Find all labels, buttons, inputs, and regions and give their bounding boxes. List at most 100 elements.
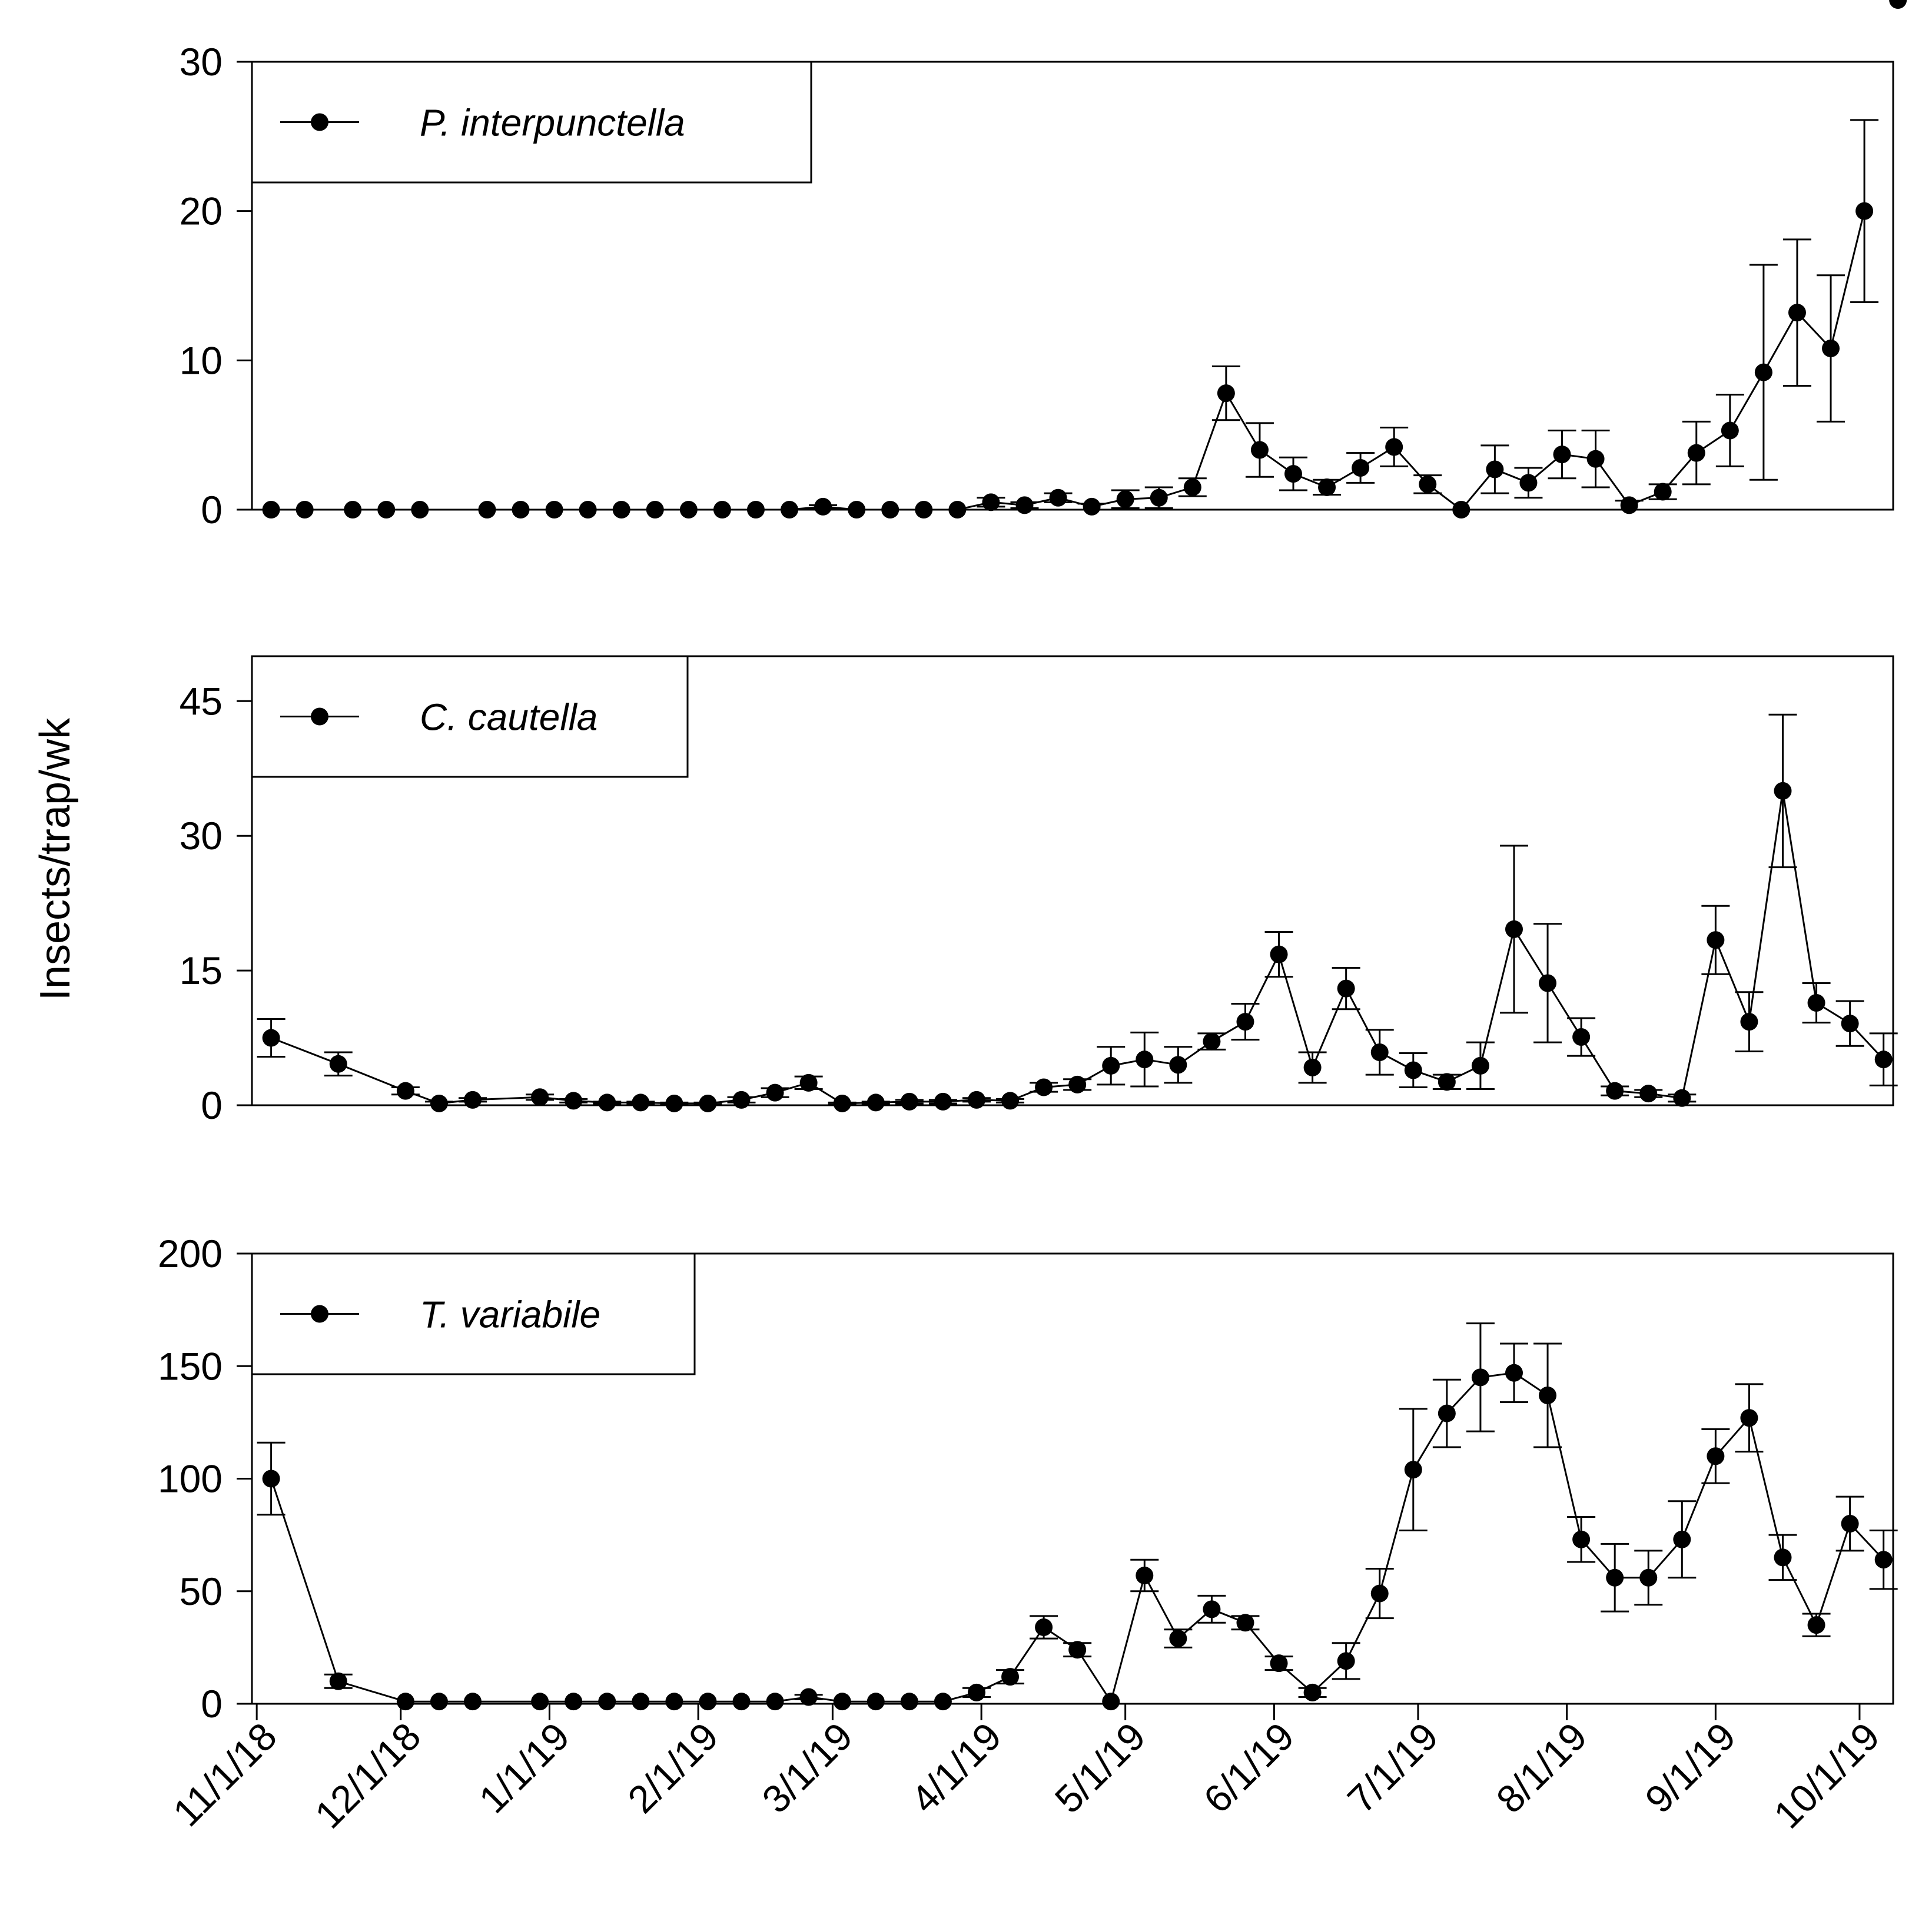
x-tick-label: 2/1/19 xyxy=(619,1714,726,1821)
data-point xyxy=(1721,421,1739,440)
data-point xyxy=(1687,444,1705,462)
data-point xyxy=(799,1688,818,1706)
data-point xyxy=(463,1693,482,1711)
data-point xyxy=(967,1091,985,1109)
data-point xyxy=(1606,1082,1624,1100)
legend-marker xyxy=(311,113,328,131)
data-point xyxy=(1822,340,1840,358)
data-point xyxy=(1035,1618,1053,1636)
data-point xyxy=(1236,1013,1254,1031)
data-point xyxy=(1035,1078,1053,1096)
data-point xyxy=(1150,488,1168,507)
data-point xyxy=(833,1094,851,1112)
data-point xyxy=(463,1091,482,1109)
data-point xyxy=(1553,446,1571,464)
data-point xyxy=(262,1470,280,1488)
data-point xyxy=(565,1092,583,1110)
y-tick-label: 30 xyxy=(180,814,223,857)
data-point xyxy=(1404,1461,1422,1479)
data-point xyxy=(900,1092,918,1111)
data-point xyxy=(867,1093,885,1112)
data-point xyxy=(766,1693,784,1711)
data-point xyxy=(1774,1548,1792,1567)
data-point xyxy=(1068,1641,1087,1659)
data-point xyxy=(1572,1028,1591,1046)
data-point xyxy=(1673,1530,1691,1548)
data-point xyxy=(1352,458,1370,477)
data-point xyxy=(1620,496,1638,514)
data-point xyxy=(699,1094,717,1112)
legend: T. variabile xyxy=(251,1252,696,1375)
data-point xyxy=(1606,1568,1624,1587)
panels: 0 10 20 30 P. interpunctella 0 15 30 45 C. cautel… xyxy=(158,0,1907,1726)
data-point xyxy=(900,1693,918,1711)
data-point xyxy=(646,501,664,518)
data-point xyxy=(329,1055,347,1073)
data-point xyxy=(1788,304,1806,322)
data-point xyxy=(296,501,314,518)
x-tick-label: 3/1/19 xyxy=(753,1714,861,1821)
data-point xyxy=(1001,1668,1020,1686)
x-tick-label: 8/1/19 xyxy=(1488,1714,1595,1821)
data-point xyxy=(430,1094,448,1112)
data-point xyxy=(1471,1368,1489,1387)
data-point xyxy=(430,1693,448,1711)
data-point xyxy=(632,1693,650,1711)
data-point xyxy=(598,1093,616,1112)
legend-label: T. variabile xyxy=(420,1294,600,1336)
plot-frame xyxy=(251,61,1894,511)
data-point xyxy=(1572,1530,1591,1548)
data-point xyxy=(665,1094,683,1112)
data-point xyxy=(833,1693,851,1711)
x-axis-labels: 11/1/18 12/1/18 1/1/19 2/1/19 3/1/19 4/1/19 5/… xyxy=(164,1714,1887,1837)
data-point xyxy=(1169,1630,1187,1648)
data-point xyxy=(1337,979,1355,998)
legend-label: C. cautella xyxy=(420,696,597,739)
data-point xyxy=(411,501,429,518)
data-point xyxy=(1419,475,1437,493)
data-point xyxy=(545,501,563,518)
data-point xyxy=(1001,1092,1020,1110)
data-point xyxy=(1284,465,1302,483)
data-point xyxy=(1015,496,1034,514)
data-point xyxy=(1318,478,1336,496)
data-point xyxy=(1303,1683,1322,1701)
data-point xyxy=(565,1693,583,1711)
data-point xyxy=(1337,1652,1355,1670)
data-point xyxy=(1505,920,1523,938)
y-tick-label: 50 xyxy=(180,1570,223,1613)
data-point xyxy=(881,501,899,518)
y-tick-label: 0 xyxy=(201,1682,223,1726)
data-point xyxy=(1673,1089,1691,1107)
data-point xyxy=(982,493,1000,511)
x-tick-label: 5/1/19 xyxy=(1046,1714,1153,1821)
data-point xyxy=(1136,1051,1154,1069)
data-point xyxy=(1754,363,1772,381)
data-point xyxy=(799,1073,818,1092)
data-point xyxy=(262,501,280,518)
data-point xyxy=(1486,460,1504,478)
x-tick-label: 9/1/19 xyxy=(1636,1714,1744,1821)
legend-label: P. interpunctella xyxy=(420,102,685,144)
data-point xyxy=(1303,1058,1322,1076)
y-tick-label: 150 xyxy=(158,1344,223,1388)
data-point xyxy=(329,1672,347,1690)
series-line xyxy=(271,790,1884,1105)
data-point xyxy=(679,501,698,518)
x-tick-label: 11/1/18 xyxy=(164,1714,285,1835)
data-point xyxy=(1505,1364,1523,1382)
data-point xyxy=(1203,1600,1221,1618)
data-point xyxy=(1874,1051,1893,1069)
data-point xyxy=(1519,474,1538,492)
data-point xyxy=(1049,488,1067,507)
data-point xyxy=(1807,994,1825,1012)
data-point xyxy=(1855,202,1874,220)
data-point xyxy=(934,1693,952,1711)
data-point xyxy=(732,1693,751,1711)
data-point xyxy=(1586,450,1605,468)
data-point xyxy=(867,1693,885,1711)
data-point xyxy=(1639,1085,1658,1103)
y-tick-label: 10 xyxy=(180,338,223,382)
y-tick-label: 15 xyxy=(180,949,223,992)
data-point xyxy=(1639,1568,1658,1587)
